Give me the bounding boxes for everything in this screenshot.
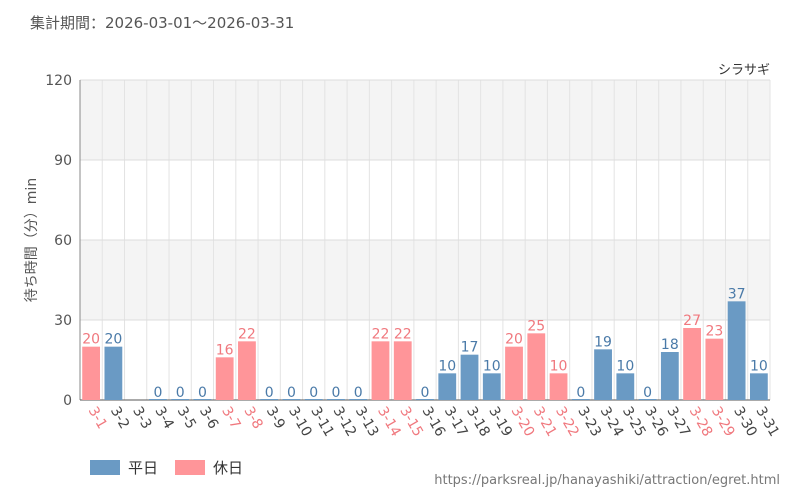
bar-value-label: 16 <box>216 342 234 358</box>
bar <box>193 399 212 400</box>
bar-value-label: 27 <box>683 313 701 329</box>
y-tick-label: 0 <box>63 393 72 409</box>
bar-value-label: 22 <box>238 326 256 342</box>
bar <box>482 373 501 400</box>
bar <box>238 341 256 400</box>
bar <box>149 399 167 400</box>
bar <box>594 349 612 400</box>
bar-value-label: 0 <box>354 385 363 401</box>
bar <box>683 328 701 400</box>
bar-value-label: 0 <box>198 385 207 401</box>
x-tick-label: 3-3 <box>129 404 154 432</box>
bar-value-label: 10 <box>616 358 634 374</box>
bar <box>82 346 101 400</box>
plot-band <box>80 240 770 320</box>
bar <box>416 399 434 400</box>
bar-value-label: 20 <box>104 332 122 348</box>
bar <box>304 399 323 400</box>
x-tick-label: 3-9 <box>263 404 288 432</box>
bar-value-label: 25 <box>527 318 545 334</box>
bar <box>371 341 390 400</box>
bar-value-label: 0 <box>576 385 585 401</box>
bar-value-label: 19 <box>594 334 612 350</box>
y-tick-label: 30 <box>54 313 72 329</box>
bar-value-label: 22 <box>372 326 390 342</box>
bar <box>215 357 234 400</box>
bar-value-label: 22 <box>394 326 412 342</box>
bar <box>393 341 412 400</box>
bar-value-label: 23 <box>705 324 723 340</box>
weekday-swatch <box>90 460 120 475</box>
bar-value-label: 37 <box>728 286 746 302</box>
bar-value-label: 0 <box>176 385 185 401</box>
bar <box>104 346 123 400</box>
plot-band <box>80 160 770 240</box>
x-tick-label: 3-31 <box>752 404 782 440</box>
period-label: 集計期間：2026-03-01～2026-03-31 <box>30 14 295 32</box>
bar <box>571 399 590 400</box>
source-url: https://parksreal.jp/hanayashiki/attract… <box>434 473 780 488</box>
legend-weekday: 平日 <box>90 457 158 478</box>
wait-time-bar-chart: 0306090120待ち時間（分）minシラサギ203-1203-23-303-… <box>24 63 782 440</box>
bar <box>727 301 746 400</box>
bar-value-label: 0 <box>153 385 162 401</box>
bar-value-label: 20 <box>505 332 523 348</box>
bar-value-label: 0 <box>309 385 318 401</box>
x-tick-label: 3-7 <box>218 404 243 432</box>
bar <box>260 399 279 400</box>
bar <box>549 373 568 400</box>
bar-value-label: 10 <box>750 358 768 374</box>
bar <box>616 373 635 400</box>
bar-value-label: 0 <box>265 385 274 401</box>
y-tick-label: 60 <box>54 233 72 249</box>
bar <box>460 354 479 400</box>
bar <box>705 338 724 400</box>
bar <box>282 399 301 400</box>
y-tick-label: 120 <box>45 73 72 89</box>
bar-value-label: 18 <box>661 337 679 353</box>
chart-title: シラサギ <box>718 63 770 78</box>
bar-value-label: 0 <box>421 385 430 401</box>
bar <box>638 399 657 400</box>
legend-weekday-label: 平日 <box>128 459 159 477</box>
bar-value-label: 10 <box>483 358 501 374</box>
legend-holiday: 休日 <box>175 457 243 478</box>
bar <box>527 333 546 400</box>
x-tick-label: 3-6 <box>196 404 221 432</box>
bar-value-label: 0 <box>332 385 341 401</box>
bar <box>749 373 768 400</box>
x-tick-label: 3-1 <box>85 404 110 432</box>
bar-value-label: 17 <box>461 340 479 356</box>
bar <box>327 399 345 400</box>
bar <box>438 373 457 400</box>
legend-holiday-label: 休日 <box>213 459 244 477</box>
y-axis-title: 待ち時間（分）min <box>24 178 40 302</box>
bar-value-label: 20 <box>82 332 100 348</box>
bar-value-label: 0 <box>287 385 296 401</box>
bar-value-label: 0 <box>643 385 652 401</box>
y-tick-label: 90 <box>54 153 72 169</box>
bar <box>505 346 523 400</box>
x-tick-label: 3-8 <box>240 404 265 432</box>
x-tick-label: 3-5 <box>174 404 199 432</box>
x-tick-label: 3-2 <box>107 404 132 432</box>
bar-value-label: 10 <box>438 358 456 374</box>
bar <box>171 399 190 400</box>
plot-band <box>80 80 770 160</box>
bar <box>349 399 368 400</box>
bar-value-label: 10 <box>550 358 568 374</box>
bar <box>660 352 679 400</box>
holiday-swatch <box>175 460 205 475</box>
plot-band <box>80 320 770 400</box>
x-tick-label: 3-4 <box>151 404 176 432</box>
